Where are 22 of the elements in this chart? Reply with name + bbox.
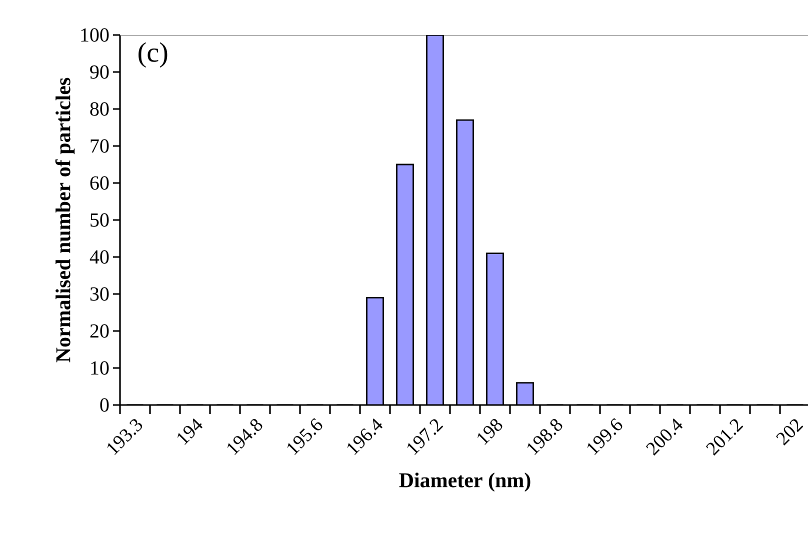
- x-tick-label: 194: [178, 418, 202, 445]
- y-tick-label: 50: [90, 213, 109, 227]
- y-tick-label: 80: [90, 102, 109, 116]
- x-tick-label: 198: [478, 419, 502, 445]
- bar: [486, 253, 504, 405]
- bar: [426, 35, 444, 405]
- annotation: (c): [138, 42, 168, 68]
- y-tick-label: 0: [100, 398, 109, 412]
- bar: [396, 164, 414, 405]
- y-tick-label: 60: [90, 176, 109, 190]
- y-tick-label: 100: [81, 28, 109, 42]
- y-tick-label: 30: [90, 287, 109, 301]
- x-tick-label: 202: [776, 419, 804, 446]
- y-axis-title: Normalised number of particles: [55, 78, 75, 362]
- y-tick-label: 70: [90, 139, 109, 153]
- y-tick-label: 20: [90, 324, 109, 338]
- y-tick-label: 40: [90, 250, 109, 264]
- y-tick-label: 10: [91, 361, 109, 375]
- y-tick-label: 90: [90, 65, 109, 79]
- x-axis-title: Diameter (nm): [399, 472, 530, 492]
- bar: [456, 120, 474, 405]
- bar: [366, 298, 384, 405]
